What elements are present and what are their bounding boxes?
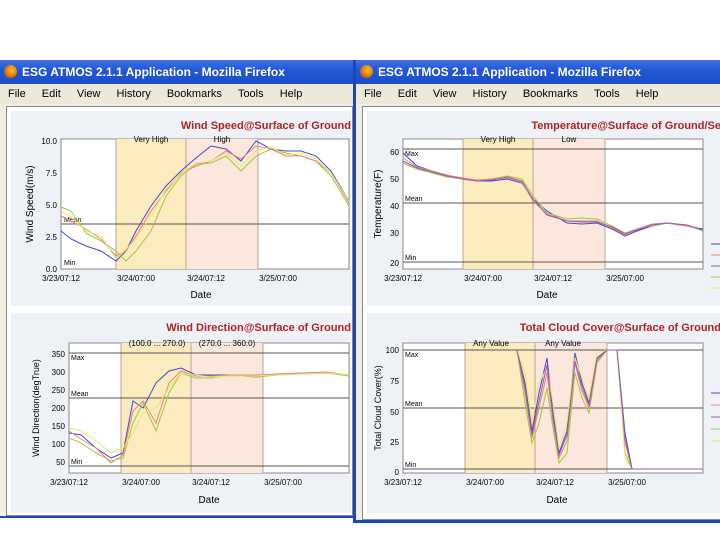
x-tick: 3/24/07:12 [536,478,574,487]
x-tick: 3/24/07:00 [466,478,504,487]
y-axis-label: Wind Speed(m/s) [25,165,36,242]
x-tick: 3/24/07:12 [192,478,230,487]
temperature-chart: Temperature@Surface of Ground/Se Very Hi… [367,111,720,306]
x-axis-label: Date [198,495,220,506]
band-label: Low [562,135,577,144]
chart-title: Total Cloud Cover@Surface of Ground [520,322,720,334]
min-label: Min [71,459,82,466]
y-tick: 300 [52,368,66,377]
mean-label: Mean [71,391,89,398]
x-tick: 3/24/07:00 [464,274,502,283]
y-tick: 0.0 [46,265,58,274]
x-axis-label: Date [546,495,568,506]
menu-help[interactable]: Help [279,88,303,100]
x-tick: 3/25/07:00 [264,478,302,487]
menu-history[interactable]: History [472,88,507,100]
y-tick: 40 [390,202,399,211]
y-tick: 50 [56,458,65,467]
y-tick: 30 [390,229,399,238]
x-tick: 3/25/07:00 [606,274,644,283]
menu-edit[interactable]: Edit [41,88,61,100]
menu-history[interactable]: History [116,88,151,100]
y-tick: 20 [390,259,399,268]
menu-bar: File Edit View History Bookmarks Tools H… [0,84,353,104]
x-axis-label: Date [536,290,558,301]
page-content: Wind Speed@Surface of Ground Very High H… [6,106,353,516]
mean-label: Mean [64,217,82,224]
menu-help[interactable]: Help [635,88,659,100]
x-tick: 3/23/07:12 [42,274,80,283]
band-label: (270.0 ... 360.0) [199,339,256,348]
left-browser-window: ESG ATMOS 2.1.1 Application - Mozilla Fi… [0,60,355,518]
y-axis-label: Total Cloud Cover(%) [373,365,383,451]
y-tick: 100 [52,440,66,449]
y-tick: 50 [390,175,399,184]
mean-label: Mean [405,401,423,408]
y-tick: 350 [52,350,66,359]
x-tick: 3/25/07:00 [608,478,646,487]
x-tick: 3/25/07:00 [259,274,297,283]
band-label: High [214,135,230,144]
band-label: Any Value [545,339,581,348]
y-axis-label: Wind Direction(degTrue) [31,359,41,457]
y-tick: 75 [390,377,399,386]
y-tick: 50 [390,408,399,417]
window-title: ESG ATMOS 2.1.1 Application - Mozilla Fi… [378,65,641,79]
menu-edit[interactable]: Edit [397,88,417,100]
x-tick: 3/23/07:12 [384,478,422,487]
y-tick: 0 [395,468,400,477]
window-title: ESG ATMOS 2.1.1 Application - Mozilla Fi… [22,65,285,79]
y-tick: 5.0 [46,201,58,210]
menu-bookmarks[interactable]: Bookmarks [166,88,222,100]
min-label: Min [405,462,416,469]
y-tick: 10.0 [41,137,57,146]
chart-title: Wind Speed@Surface of Ground [181,120,351,132]
page-content: Temperature@Surface of Ground/Se Very Hi… [362,106,720,520]
firefox-icon [4,65,17,78]
menu-bar: File Edit View History Bookmarks Tools H… [356,84,720,104]
x-tick: 3/24/07:12 [187,274,225,283]
y-tick: 250 [52,386,66,395]
max-label: Max [405,151,419,158]
mean-label: Mean [405,196,423,203]
chart-title: Temperature@Surface of Ground/Se [531,120,720,132]
firefox-icon [360,65,373,78]
max-label: Max [71,355,85,362]
menu-view[interactable]: View [432,88,457,100]
title-bar[interactable]: ESG ATMOS 2.1.1 Application - Mozilla Fi… [0,60,353,84]
band-label: Very High [134,135,169,144]
wind-direction-chart: Wind Direction@Surface of Ground (100.0 … [11,313,351,513]
x-axis-label: Date [190,290,212,301]
min-label: Min [64,260,75,267]
y-tick: 2.5 [46,233,58,242]
x-tick: 3/24/07:00 [117,274,155,283]
cloud-cover-chart: Total Cloud Cover@Surface of Ground Any … [367,313,720,513]
band-label: Any Value [473,339,509,348]
y-tick: 100 [386,346,400,355]
right-browser-window: ESG ATMOS 2.1.1 Application - Mozilla Fi… [353,60,720,523]
band-label: (100.0 ... 270.0) [129,339,186,348]
y-tick: 7.5 [46,169,58,178]
x-tick: 3/23/07:12 [50,478,88,487]
y-tick: 25 [390,438,399,447]
max-label: Max [405,352,419,359]
menu-view[interactable]: View [76,88,101,100]
menu-file[interactable]: File [364,88,382,100]
y-axis-label: Temperature(F) [373,170,384,239]
y-tick: 200 [52,404,66,413]
menu-file[interactable]: File [8,88,26,100]
x-tick: 3/23/07:12 [384,274,422,283]
x-tick: 3/24/07:00 [122,478,160,487]
menu-bookmarks[interactable]: Bookmarks [522,88,578,100]
menu-tools[interactable]: Tools [593,88,620,100]
menu-tools[interactable]: Tools [237,88,264,100]
wind-speed-chart: Wind Speed@Surface of Ground Very High H… [11,111,351,306]
band-label: Very High [481,135,516,144]
y-tick: 150 [52,422,66,431]
y-tick: 60 [390,148,399,157]
title-bar[interactable]: ESG ATMOS 2.1.1 Application - Mozilla Fi… [356,60,720,84]
min-label: Min [405,255,416,262]
x-tick: 3/24/07:12 [534,274,572,283]
chart-title: Wind Direction@Surface of Ground [166,322,351,334]
